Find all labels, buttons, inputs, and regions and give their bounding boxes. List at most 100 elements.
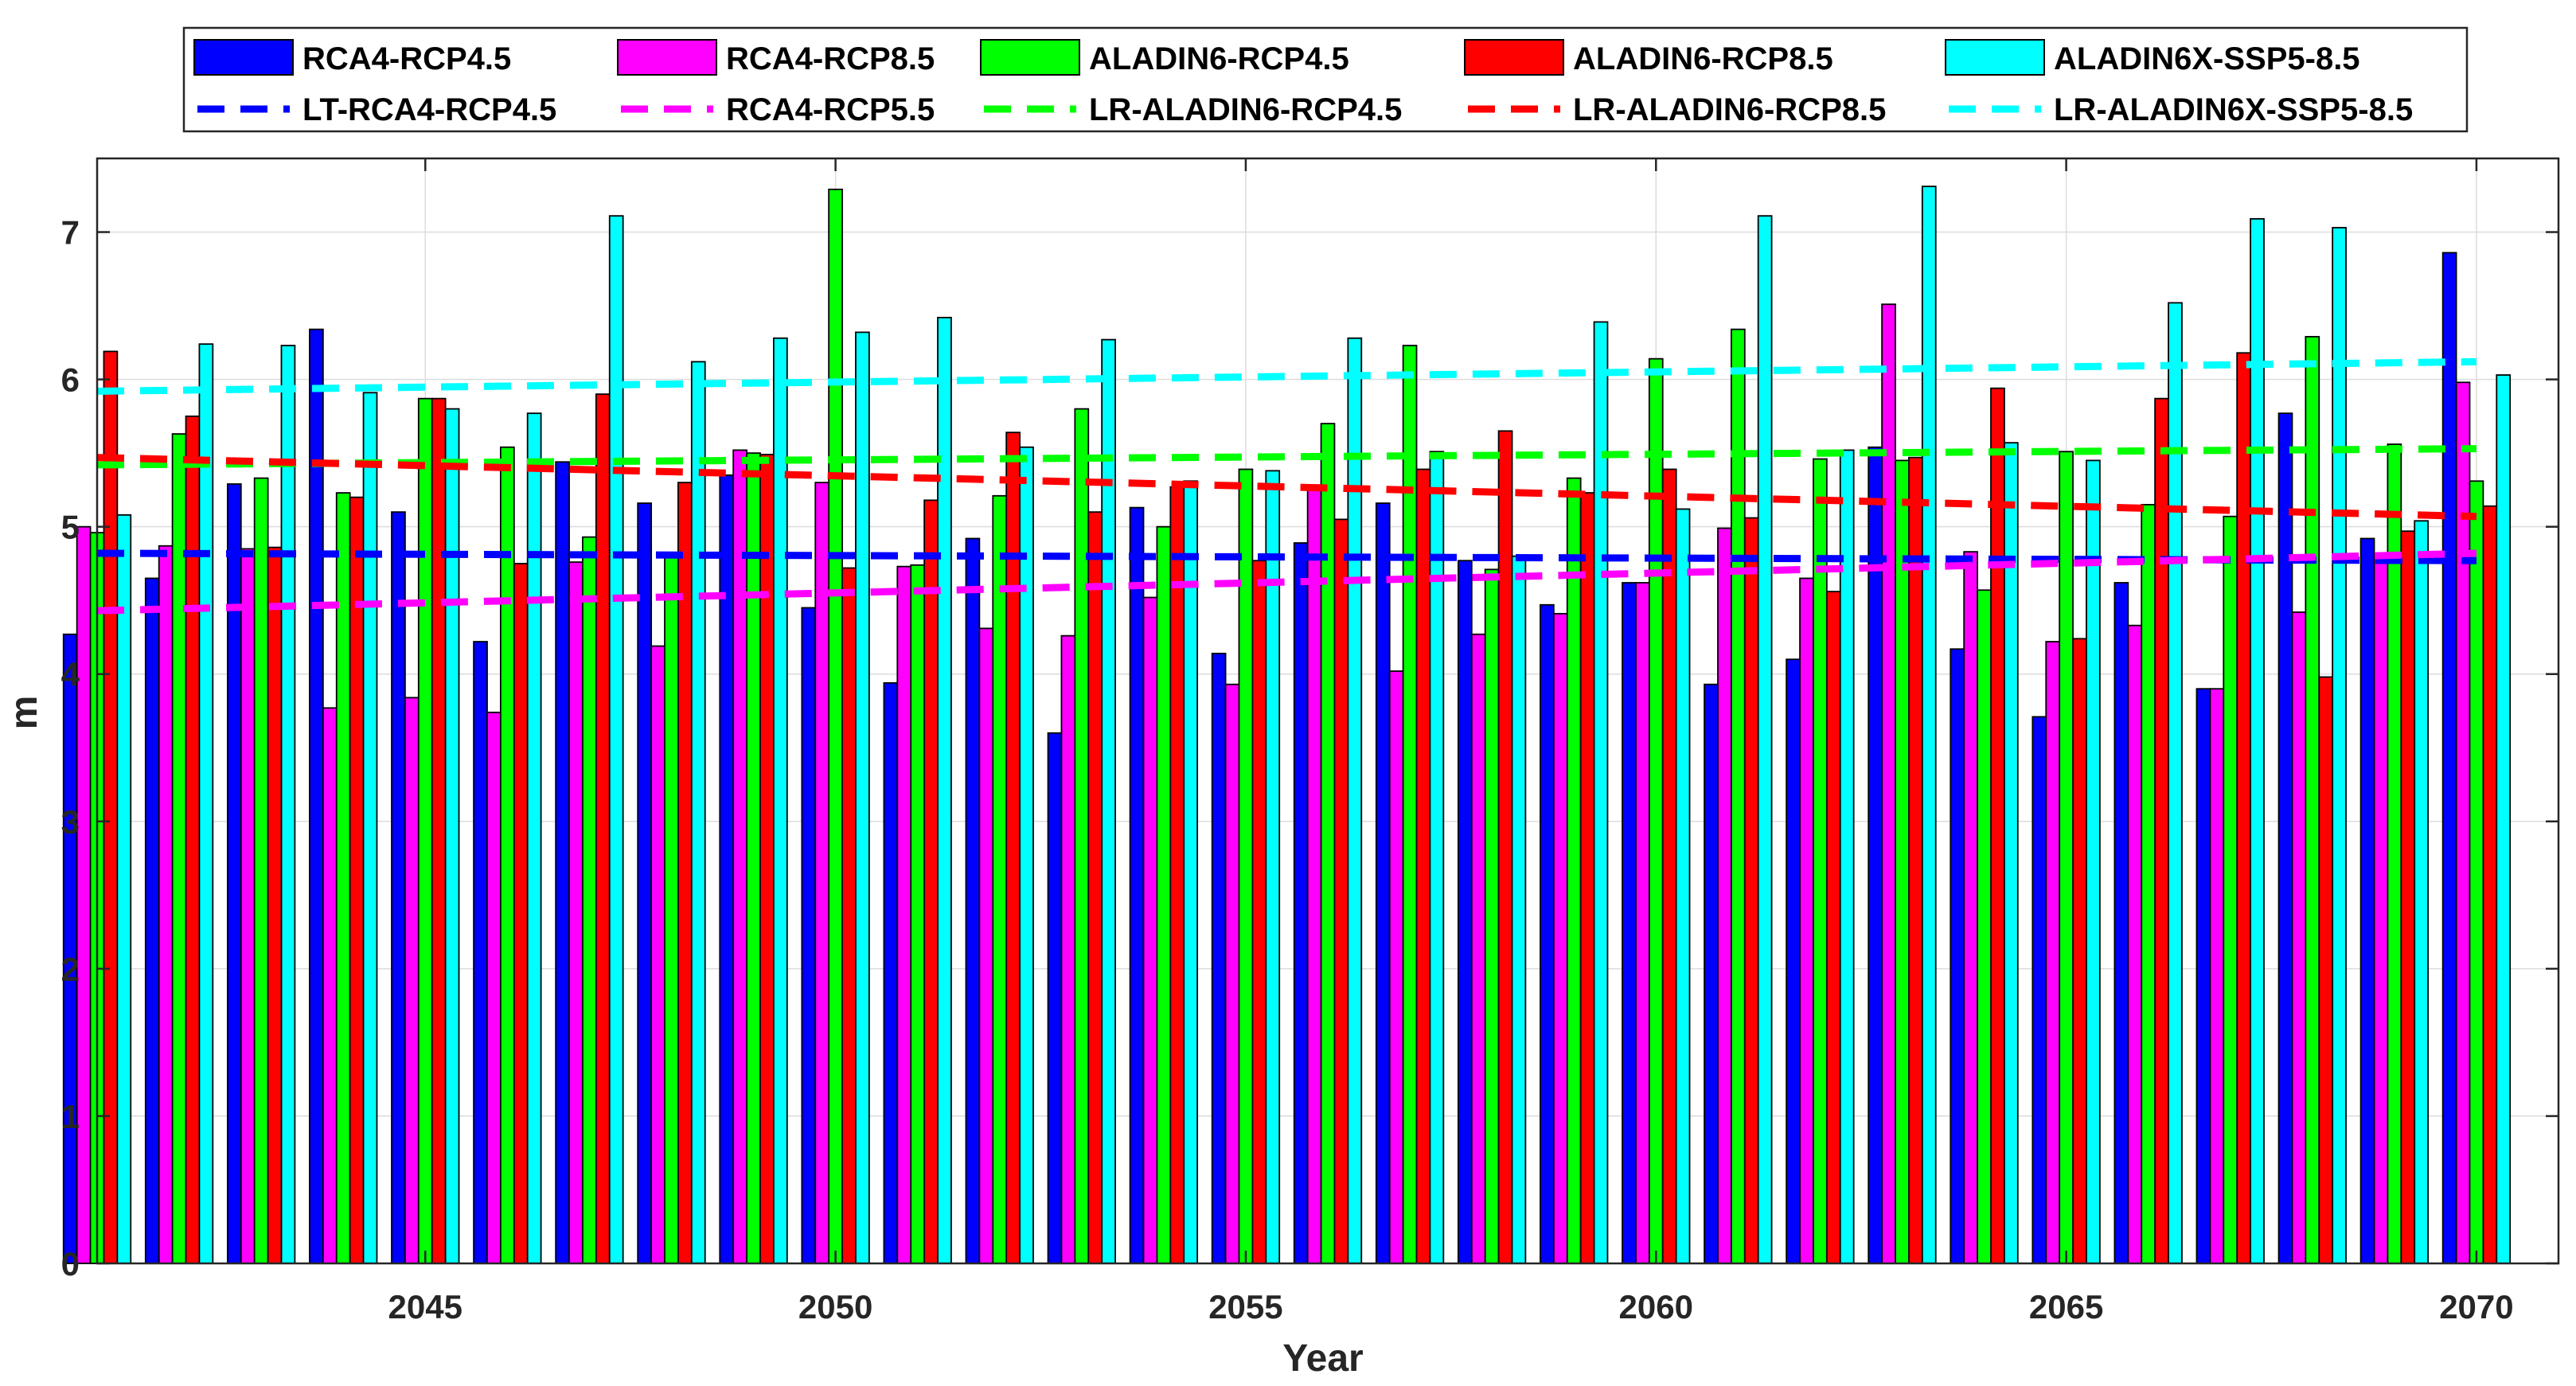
bar <box>2113 582 2129 1264</box>
x-tick-label: 2045 <box>388 1288 463 1325</box>
bar <box>814 482 830 1264</box>
bar <box>2414 520 2430 1264</box>
bar <box>2400 530 2416 1264</box>
y-tick-label: 1 <box>61 1098 80 1135</box>
bar <box>1730 328 1746 1264</box>
bar <box>746 452 761 1264</box>
bar <box>2359 537 2375 1264</box>
bar <box>144 577 160 1264</box>
bar <box>499 446 515 1264</box>
bar <box>883 681 899 1264</box>
bar <box>1429 451 1445 1264</box>
bar <box>1704 683 1719 1264</box>
x-tick-label: 2060 <box>1619 1288 1693 1325</box>
trend-lines-group <box>96 357 2477 615</box>
bar <box>1799 577 1814 1264</box>
bar <box>2318 676 2334 1264</box>
bar <box>2045 641 2061 1264</box>
trend-line-lr-aladin6-rcp8-5 <box>96 454 2477 521</box>
bar <box>1661 468 1677 1264</box>
legend-label: ALADIN6X-SSP5-8.5 <box>2054 41 2360 76</box>
bar <box>76 525 92 1264</box>
bar <box>309 328 324 1264</box>
bar <box>1101 338 1116 1264</box>
bar <box>2154 397 2169 1264</box>
legend-box <box>182 26 2469 133</box>
bar <box>486 711 502 1264</box>
bar <box>185 415 201 1264</box>
bar <box>1306 489 1322 1264</box>
bar <box>1265 470 1281 1264</box>
bar <box>280 345 296 1264</box>
y-tick-label: 6 <box>61 361 80 399</box>
axes-box <box>96 157 2560 1265</box>
bar <box>2291 611 2307 1264</box>
bar <box>1293 542 1309 1264</box>
bar <box>608 215 624 1264</box>
bar <box>801 607 817 1264</box>
bar <box>1457 560 1473 1264</box>
legend-label: ALADIN6-RCP8.5 <box>1573 41 1833 76</box>
bar <box>978 627 994 1264</box>
bar <box>1963 551 1978 1264</box>
bar <box>2277 412 2293 1264</box>
bar <box>1895 459 1910 1264</box>
bar <box>1743 517 1759 1264</box>
bar <box>417 397 433 1264</box>
bar <box>2373 556 2389 1264</box>
legend-swatch <box>1945 39 2045 76</box>
bar <box>910 564 926 1264</box>
bar <box>253 477 269 1264</box>
bar <box>1579 492 1595 1264</box>
bar <box>349 496 365 1264</box>
bar <box>1497 430 1513 1264</box>
bar <box>2032 716 2047 1264</box>
bar <box>1388 670 1404 1264</box>
y-axis-ticks: 0 1 2 3 4 5 6 7 <box>61 214 2558 1283</box>
legend-label: RCA4-RCP5.5 <box>726 92 935 127</box>
bar <box>690 361 706 1264</box>
bar <box>1635 582 1650 1264</box>
bar <box>1087 511 1103 1264</box>
bar <box>1074 408 1090 1264</box>
y-tick-label: 5 <box>61 509 80 546</box>
y-tick-label: 0 <box>61 1245 80 1283</box>
bar <box>1484 568 1500 1264</box>
bar <box>1470 633 1486 1264</box>
y-tick-label: 2 <box>61 951 80 988</box>
x-tick-label: 2070 <box>2439 1288 2513 1325</box>
bar <box>828 188 843 1264</box>
legend: RCA4-RCP4.5 RCA4-RCP8.5 ALADIN6-RCP4.5 ALAD… <box>182 26 2469 133</box>
bar <box>637 502 653 1264</box>
x-tick-label: 2065 <box>2029 1288 2103 1325</box>
bar <box>568 561 584 1264</box>
bar <box>2469 480 2484 1264</box>
bar <box>103 350 119 1264</box>
legend-label: RCA4-RCP8.5 <box>726 41 935 76</box>
bar <box>1320 423 1336 1264</box>
bar <box>2209 688 2225 1264</box>
bar <box>1717 527 1732 1264</box>
bar <box>404 697 420 1264</box>
bar <box>1881 303 1896 1264</box>
bar <box>555 461 570 1264</box>
x-tick-label: 2055 <box>1208 1288 1282 1325</box>
bar <box>1047 732 1063 1264</box>
bar <box>2332 227 2347 1264</box>
bar <box>1622 582 1637 1264</box>
bar <box>2127 624 2143 1264</box>
bar <box>240 548 256 1264</box>
bar <box>1060 634 1076 1264</box>
bar <box>526 412 542 1264</box>
bar <box>171 433 187 1264</box>
bar <box>841 567 857 1264</box>
bar <box>2086 459 2101 1264</box>
bar <box>1142 596 1158 1264</box>
bar <box>1757 215 1773 1264</box>
bar <box>965 537 981 1264</box>
bar <box>1156 525 1172 1264</box>
trend-line-lr-aladin6x-ssp5-8-5 <box>96 357 2476 395</box>
bar <box>2482 505 2498 1264</box>
bar <box>444 408 460 1264</box>
